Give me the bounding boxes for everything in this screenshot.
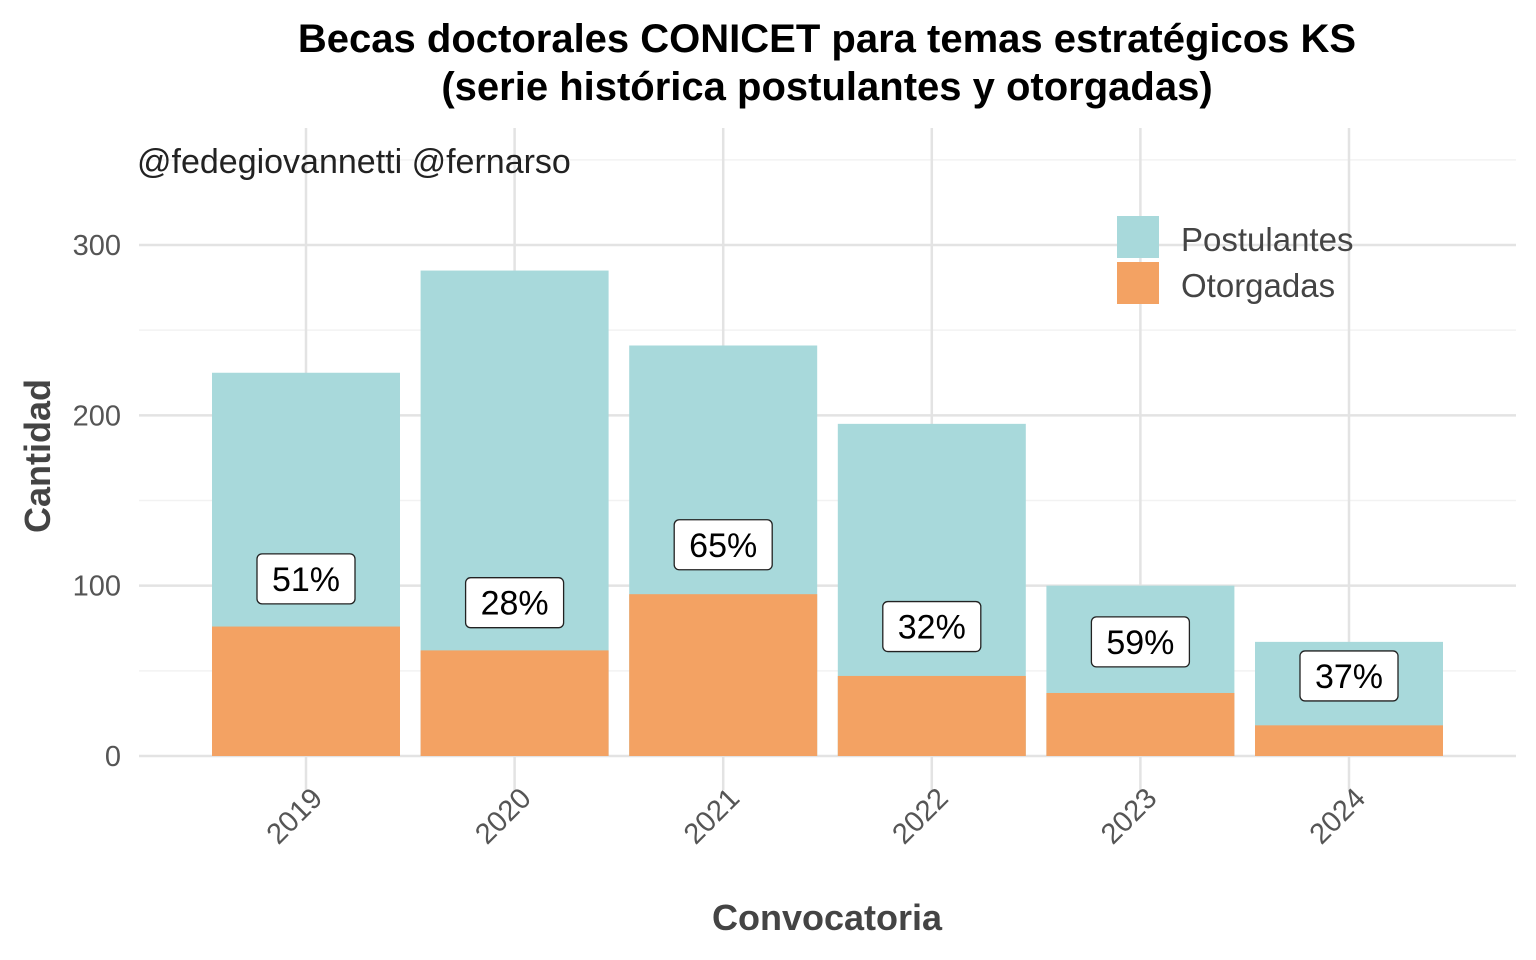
chart-subtitle: (serie histórica postulantes y otorgadas… bbox=[441, 65, 1212, 109]
legend-label-postulantes: Postulantes bbox=[1181, 221, 1353, 258]
legend-key-postulantes bbox=[1117, 216, 1159, 258]
percent-labels: 51% 28% 65% 32% 59% 37% bbox=[256, 519, 1399, 702]
percent-label-box bbox=[1090, 616, 1191, 668]
percent-label-text: 37% bbox=[1315, 658, 1383, 696]
bar-otorgadas-2023 bbox=[1046, 692, 1235, 756]
percent-label-text: 32% bbox=[898, 609, 966, 647]
y-tick-label: 200 bbox=[73, 400, 121, 432]
x-tick-label: 2020 bbox=[469, 782, 537, 850]
percent-label-text: 59% bbox=[1106, 624, 1174, 662]
percent-label-box bbox=[1299, 650, 1399, 702]
y-axis-title: Cantidad bbox=[17, 379, 58, 533]
legend-label-otorgadas: Otorgadas bbox=[1181, 267, 1335, 304]
legend-key-otorgadas bbox=[1117, 262, 1159, 304]
percent-label-2019: 51% bbox=[256, 553, 356, 605]
percent-label-text: 28% bbox=[481, 585, 549, 623]
percent-label-text: 65% bbox=[689, 527, 757, 565]
percent-label-box bbox=[673, 519, 773, 571]
x-tick-label: 2019 bbox=[261, 782, 329, 850]
y-tick-label: 0 bbox=[105, 741, 121, 773]
percent-label-box bbox=[882, 600, 982, 653]
x-tick-label: 2022 bbox=[887, 782, 955, 850]
legend: Postulantes Otorgadas bbox=[1117, 216, 1353, 304]
bar-otorgadas-2022 bbox=[837, 675, 1026, 756]
y-tick-labels: 0 100 200 300 bbox=[73, 230, 121, 773]
y-tick-label: 300 bbox=[73, 230, 121, 262]
bar-otorgadas-2024 bbox=[1255, 725, 1443, 756]
percent-label-box bbox=[256, 553, 356, 605]
x-axis-title: Convocatoria bbox=[712, 897, 943, 938]
bars bbox=[212, 270, 1443, 756]
percent-label-text: 51% bbox=[272, 561, 340, 599]
x-tick-label: 2021 bbox=[678, 782, 746, 850]
percent-label-box bbox=[464, 577, 565, 629]
bar-otorgadas-2021 bbox=[629, 594, 818, 756]
percent-label-2024: 37% bbox=[1299, 650, 1399, 702]
y-tick-label: 100 bbox=[73, 571, 121, 603]
bar-otorgadas-2019 bbox=[212, 626, 400, 756]
credit-annotation: @fedegiovannetti @fernarso bbox=[137, 143, 571, 181]
chart-title: Becas doctorales CONICET para temas estr… bbox=[298, 17, 1356, 61]
x-tick-labels: 2019 2020 2021 2022 2023 2024 bbox=[261, 782, 1372, 850]
x-tick-label: 2023 bbox=[1095, 782, 1163, 850]
percent-label-2023: 59% bbox=[1090, 616, 1191, 668]
percent-label-2021: 65% bbox=[673, 519, 773, 571]
percent-label-2020: 28% bbox=[464, 577, 565, 629]
percent-label-2022: 32% bbox=[882, 600, 982, 653]
x-tick-label: 2024 bbox=[1304, 782, 1372, 850]
bar-otorgadas-2020 bbox=[420, 650, 609, 756]
